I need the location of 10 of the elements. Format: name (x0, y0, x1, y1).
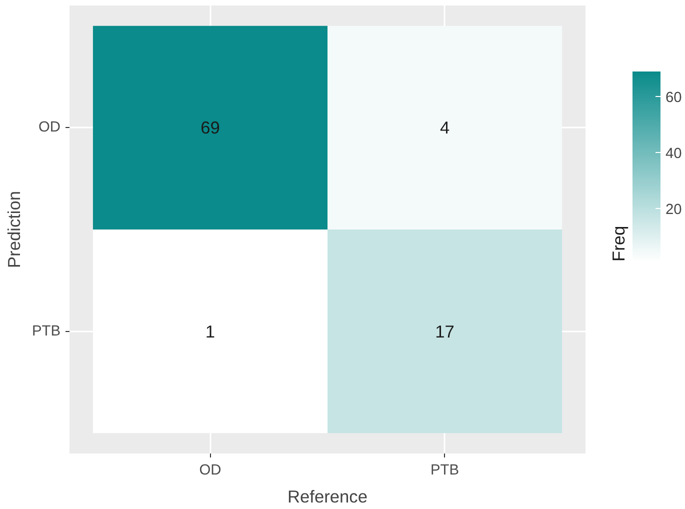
color-bar-label: 20 (666, 202, 682, 218)
legend-title: Freq (608, 226, 628, 262)
color-bar-label: 60 (666, 90, 682, 106)
data-label: 17 (435, 321, 454, 342)
data-label: 69 (200, 118, 220, 138)
y-axis-title: Prediction (4, 190, 24, 268)
data-label: 4 (440, 118, 450, 138)
data-label: 1 (205, 321, 216, 342)
x-axis-title: Reference (288, 486, 368, 506)
color-bar-label: 40 (666, 146, 682, 162)
